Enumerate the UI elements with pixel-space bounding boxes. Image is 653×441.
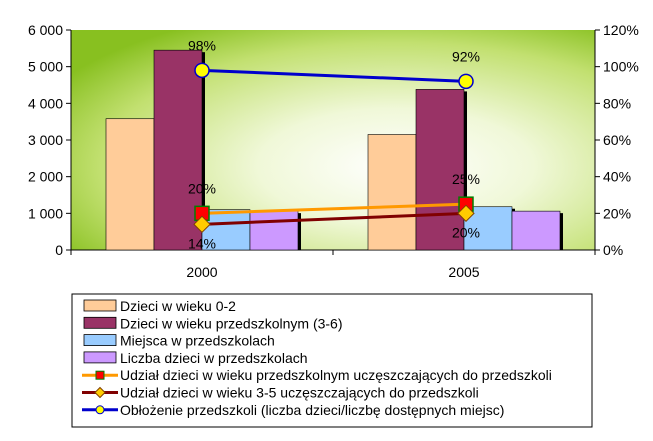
y-left-tick-label: 0 <box>55 242 63 258</box>
legend-marker <box>95 370 105 380</box>
legend-label: Dzieci w wieku przedszkolnym (3-6) <box>120 315 343 331</box>
y-right-tick-label: 20% <box>603 205 631 221</box>
y-right-tick-label: 40% <box>603 169 631 185</box>
y-left-tick-label: 1 000 <box>28 205 63 221</box>
series-line <box>201 68 467 83</box>
y-left-tick-label: 4 000 <box>28 95 63 111</box>
y-left-tick-label: 5 000 <box>28 59 63 75</box>
data-label: 20% <box>452 224 480 240</box>
legend-label: Udział dzieci w wieku 3-5 uczęszczającyc… <box>120 385 479 401</box>
x-tick-label: 2000 <box>186 264 217 280</box>
y-right-tick-label: 120% <box>603 22 639 38</box>
y-right-tick-label: 0% <box>603 242 623 258</box>
legend-box <box>71 293 593 428</box>
bar <box>367 134 417 251</box>
data-label: 14% <box>188 235 216 251</box>
y-right-tick-label: 60% <box>603 132 631 148</box>
series-line <box>201 211 467 226</box>
legend-marker <box>95 405 105 415</box>
legend-swatch <box>83 316 117 329</box>
data-label: 92% <box>452 48 480 64</box>
series-line <box>201 202 467 215</box>
bar <box>153 49 203 251</box>
line-marker <box>194 62 210 79</box>
data-label: 98% <box>188 37 216 53</box>
data-labels: 20% 25% 14% 20% 98% 92% <box>188 37 480 251</box>
data-label: 25% <box>452 171 480 187</box>
y-left-tick-label: 3 000 <box>28 132 63 148</box>
bars <box>105 49 563 251</box>
y-right-tick-label: 80% <box>603 95 631 111</box>
legend-label: Miejsca w przedszkolach <box>120 333 275 349</box>
line-marker <box>457 204 475 223</box>
legend-swatch <box>83 299 117 312</box>
legend-swatch <box>83 351 117 364</box>
legend-label: Udział dzieci w wieku przedszkolnym uczę… <box>120 367 552 383</box>
legend-swatch <box>83 334 117 347</box>
legend-label: Obłożenie przedszkoli (liczba dzieci/lic… <box>120 402 504 418</box>
bar <box>105 118 155 251</box>
line-marker <box>193 215 211 234</box>
x-tick-label: 2005 <box>448 264 479 280</box>
bar <box>249 210 299 251</box>
lines <box>193 62 475 234</box>
line-marker <box>458 73 474 90</box>
legend-label: Liczba dzieci w przedszkolach <box>120 350 308 366</box>
data-label: 20% <box>188 180 216 196</box>
bar <box>415 89 465 251</box>
y-right-tick-label: 100% <box>603 59 639 75</box>
y-left-tick-label: 2 000 <box>28 169 63 185</box>
legend-label: Dzieci w wieku 0-2 <box>120 298 236 314</box>
y-left-tick-label: 6 000 <box>28 22 63 38</box>
bar <box>511 210 561 251</box>
legend-marker <box>94 386 106 399</box>
